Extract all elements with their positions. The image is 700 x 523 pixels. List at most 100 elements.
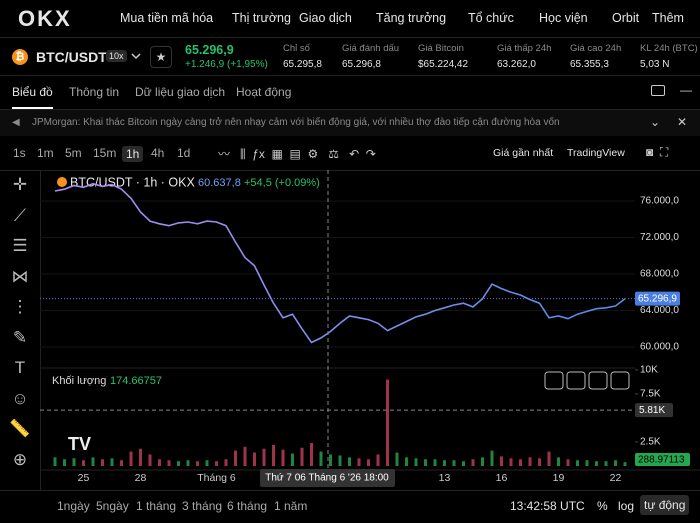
volume-bar [509,458,513,466]
volume-bar [338,455,342,466]
interval[interactable]: 5m [65,146,82,160]
range[interactable]: 5ngày [96,499,129,513]
legend-change: +54,5 (+0.09%) [244,177,320,189]
price-type[interactable]: Giá gần nhất [493,147,554,159]
nav-item[interactable]: Thị trường [232,11,291,25]
news-close[interactable]: ✕ [677,115,688,129]
tv-logo: TV [68,434,91,454]
volume-bar [234,450,237,466]
volume-bar [120,460,123,466]
volume-bar [205,460,209,466]
volume-bar [395,452,399,466]
volume-bar [367,459,370,466]
news-expand[interactable]: ⌄ [650,115,661,129]
stat-value: 65.296,8 [342,59,381,70]
minimize-icon[interactable]: — [680,83,692,97]
crosshair-x-box [260,469,395,487]
volume-bar [414,458,418,466]
clock: 13:42:58 UTC [510,499,585,513]
volume-bar [481,457,484,466]
range[interactable]: 1ngày [57,499,90,513]
stat-label: Chỉ số [283,43,310,54]
volume-bar [576,460,579,466]
nav-item[interactable]: Orbit [612,11,640,25]
log[interactable]: log [618,499,635,513]
layout-icon[interactable] [651,85,665,96]
range[interactable]: 1 năm [274,499,308,513]
volume-bar [101,459,104,466]
nav-item[interactable]: Tổ chức [468,11,514,25]
range[interactable]: 3 tháng [182,499,223,513]
volume-bar [433,459,437,466]
volume-bar [300,447,304,466]
volume-bar [357,458,361,466]
bottom-bar: 1ngày 5ngày 1 tháng 3 tháng 6 tháng 1 năm 13:… [0,490,700,523]
tools-icons[interactable]: 〰 ⫼ ƒx ▦ ▤ ⚙ ⚖ ↶ ↷ [218,147,376,161]
volume-bar [186,460,190,466]
nav-item[interactable]: Thêm [652,11,684,25]
nav-item[interactable]: Học viện [539,11,588,25]
view[interactable]: TradingView [567,147,625,159]
tab[interactable]: Biểu đồ [12,85,53,109]
interval[interactable]: 1m [37,146,54,160]
interval[interactable]: 4h [151,146,165,160]
pair[interactable]: BTC/USDT [36,49,107,65]
volume-bar [272,444,275,466]
volume-last-label: 288.97113 [638,455,685,466]
stat-label: Giá cao 24h [570,43,622,54]
volume-bar [614,460,617,466]
volume-current: 174.66757 [110,375,162,387]
news-text[interactable]: JPMorgan: Khai thác Bitcoin ngày càng tr… [32,117,560,128]
x-tick-label: 13 [439,472,451,484]
auto[interactable]: tự động [640,495,690,515]
toolbar: 1s 1m 5m 15m 1h 4h 1d 〰 ⫼ ƒx ▦ ▤ ⚙ ⚖ ↶ ↷ Giá g… [0,137,700,171]
range[interactable]: 1 tháng [136,499,177,513]
crosshair-y-box [635,403,673,418]
volume-bar [158,459,161,466]
nav-item[interactable]: Tăng trưởng [376,11,447,25]
camera[interactable]: ◙ ⛶ [646,145,669,159]
chevron[interactable] [130,51,142,61]
drawing-tools[interactable]: ✛ ⟋ ☰ ⋈ ⋮ ✎ T ☺ 📏 ⊕ [0,170,41,490]
volume-bar [53,457,57,466]
interval[interactable]: 15m [93,146,117,160]
interval[interactable]: 1h [122,146,144,162]
y-tick-label: 64.000,0 [640,305,679,316]
volume-bar [585,460,589,466]
price: 65.296,9 [185,43,234,57]
ticker-bar: ₿ BTC/USDT 10x ★ 65.296,9 +1.246,9 (+1,9… [0,37,700,76]
stat-value: 5,03 N [640,59,670,70]
volume-bar [224,459,228,466]
volume-bar [386,379,389,466]
tab[interactable]: Thông tin [69,85,120,99]
legend: BTC/USDT · 1h · OKX [70,175,195,189]
volume-bar [139,448,142,466]
interval[interactable]: 1s [13,146,26,160]
nav-item[interactable]: Giao dịch [299,11,352,25]
y-tick-label: 72.000,0 [640,232,679,243]
stat-value: 65.295,8 [283,59,322,70]
x-tick-label: Tháng 6 [197,472,236,484]
volume-bar [319,451,323,466]
interval[interactable]: 1d [177,146,191,160]
stat-label: KL 24h (BTC) [640,43,698,54]
tab[interactable]: Dữ liệu giao dịch [135,85,226,99]
range[interactable]: 6 tháng [227,499,268,513]
volume-buttons[interactable] [544,371,630,390]
favorite[interactable]: ★ [150,46,172,68]
btc-icon: ₿ [12,49,28,65]
volume-bar [148,454,152,466]
leverage: 10x [106,50,127,62]
last-price-box [635,291,680,306]
news-icon: ◀ [12,117,20,128]
volume-bar [243,446,247,466]
volume-bar [72,458,76,466]
change: +1.246,9 (+1,95%) [185,59,268,70]
volume-bar [82,460,85,466]
stat-label: Giá đánh dấu [342,43,400,54]
tab[interactable]: Hoạt động [236,85,292,99]
brand[interactable]: OKX [18,6,72,31]
percent[interactable]: % [597,499,608,513]
legend-value: 60.637,8 [198,177,241,189]
nav-item[interactable]: Mua tiền mã hóa [120,11,214,25]
